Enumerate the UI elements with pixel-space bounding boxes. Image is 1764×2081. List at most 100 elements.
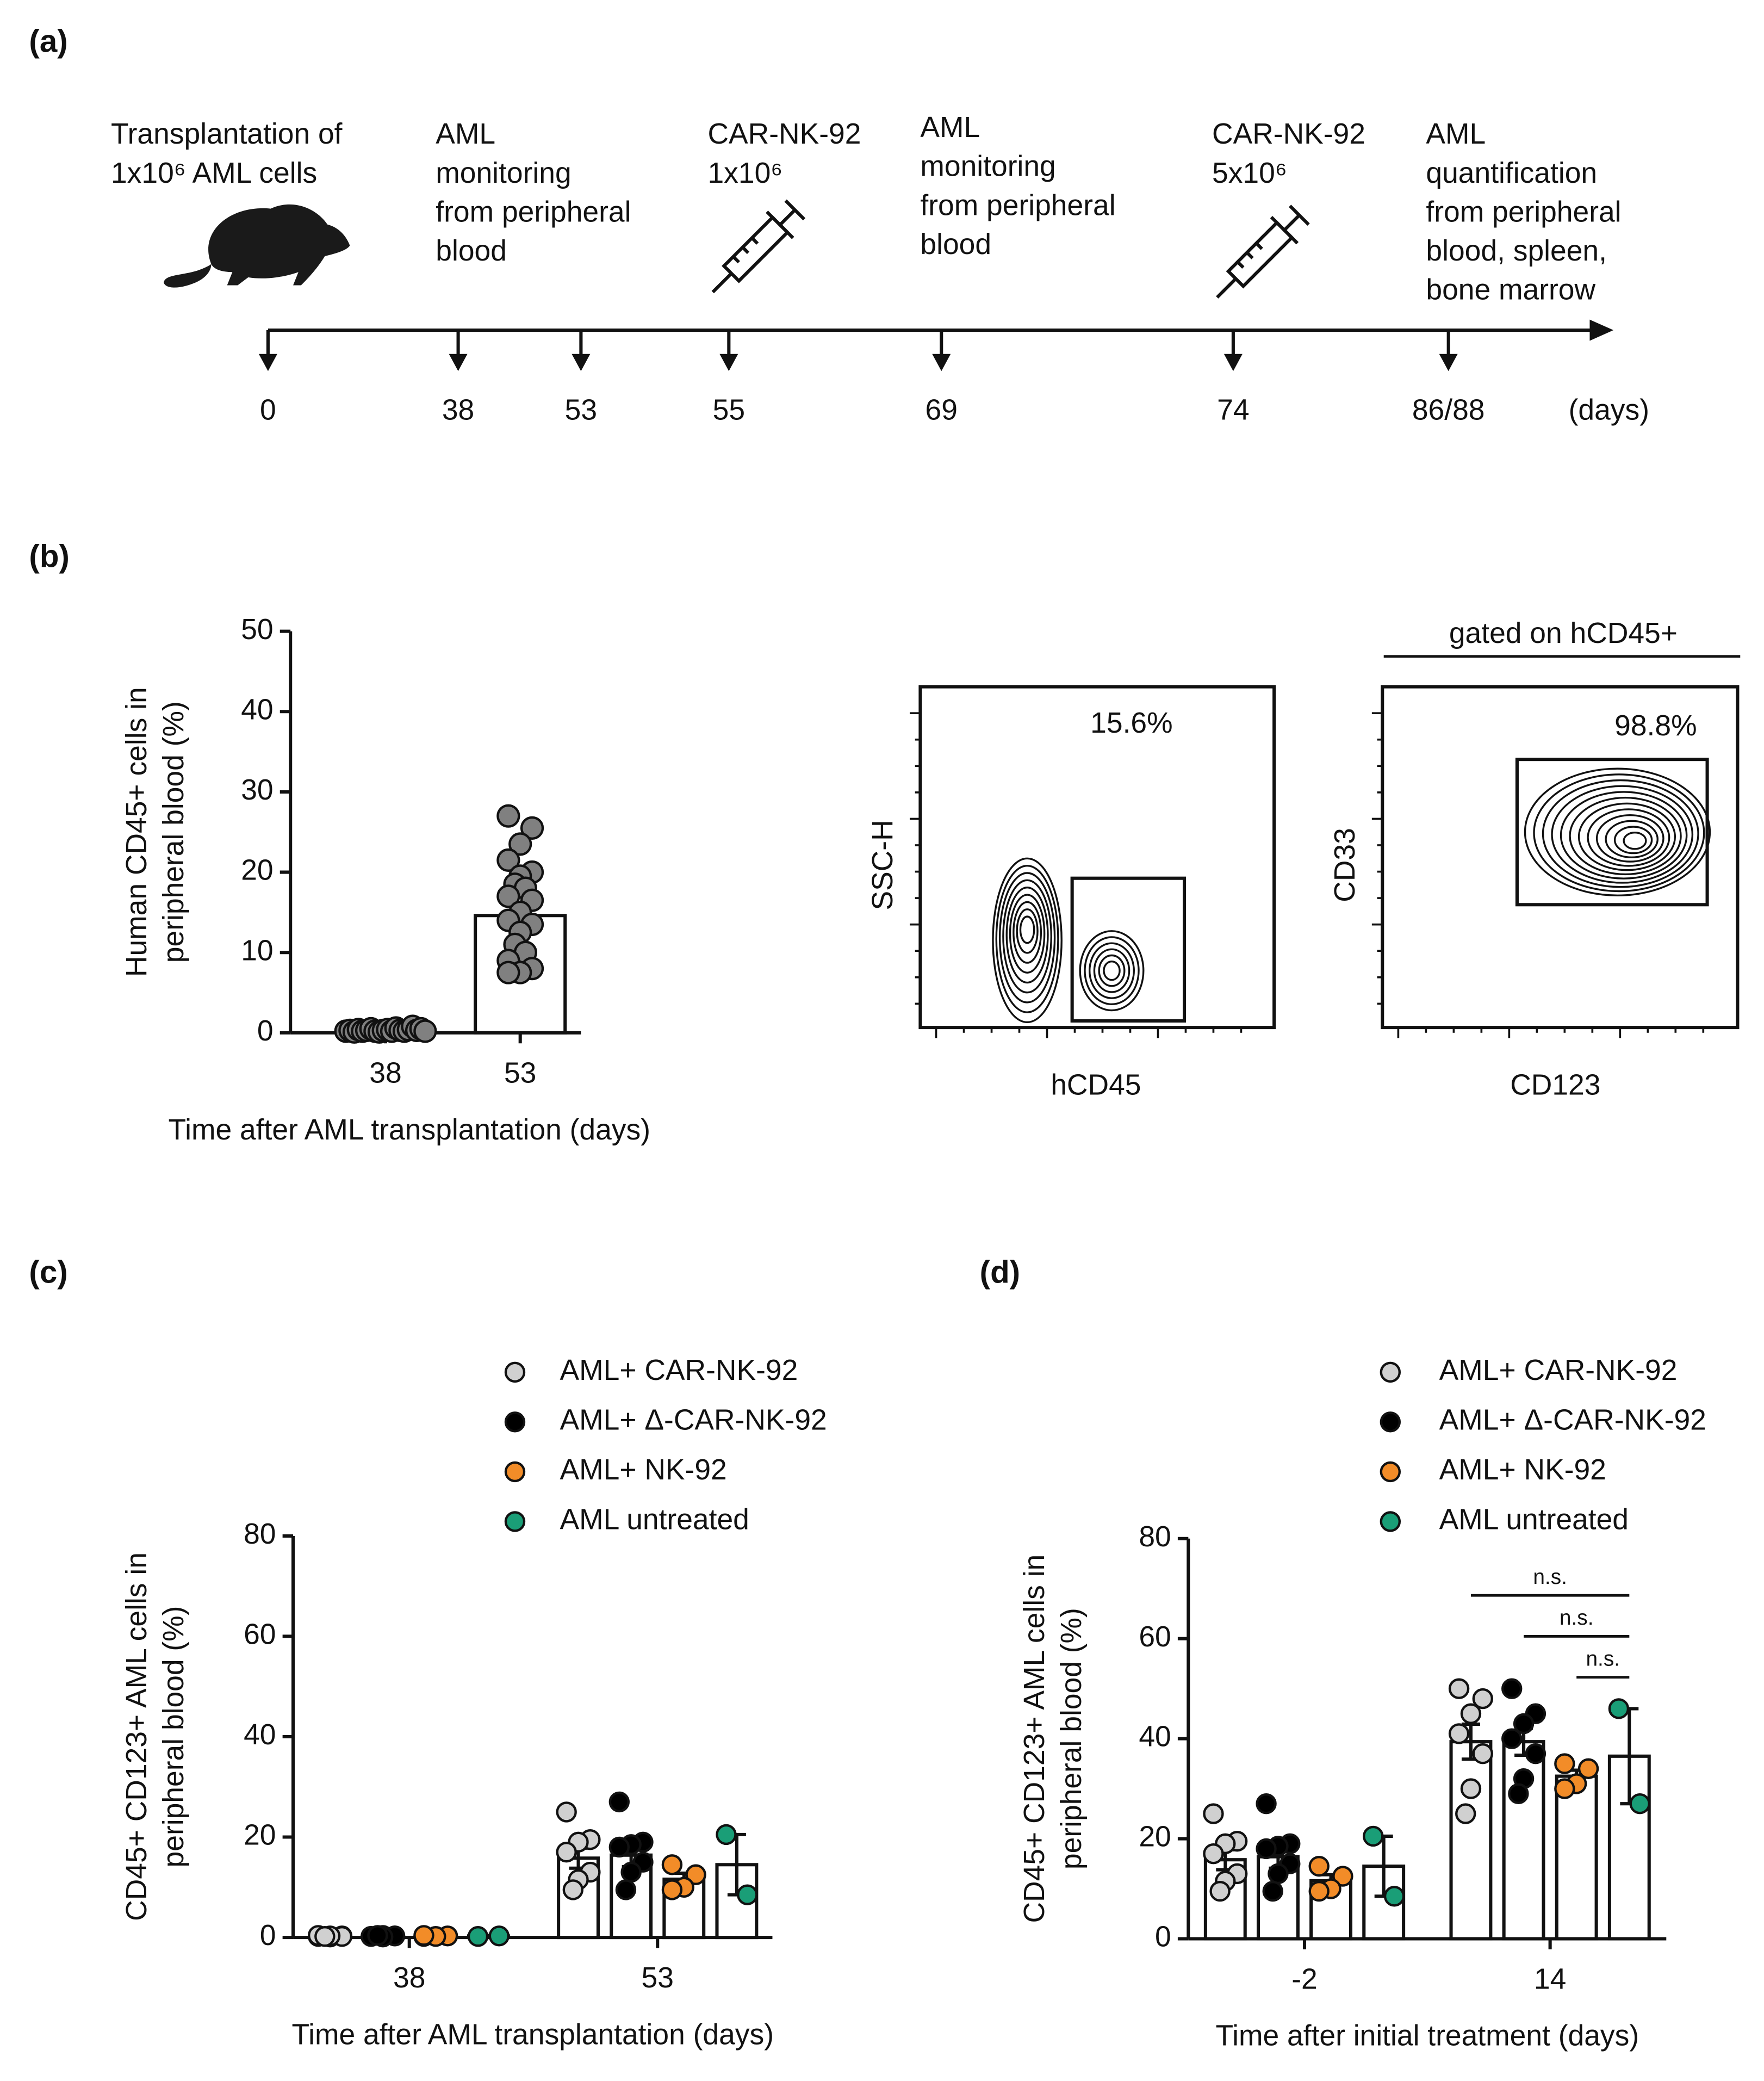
- legend-label: AML+ CAR-NK-92: [1439, 1354, 1678, 1386]
- event-caption: blood: [920, 228, 991, 261]
- contour: [1005, 887, 1049, 984]
- data-point: [413, 1925, 434, 1946]
- gate-percentage: 98.8%: [1614, 710, 1697, 742]
- y-axis-label: peripheral blood (%): [158, 701, 190, 963]
- y-tick-label: 20: [241, 854, 273, 887]
- data-point: [413, 1019, 437, 1043]
- panel-label: (d): [980, 1255, 1020, 1290]
- event-caption: from peripheral: [920, 189, 1115, 221]
- timeline-arrowhead: [1589, 319, 1614, 341]
- day-arrowhead: [258, 354, 277, 371]
- day-arrowhead: [719, 354, 738, 371]
- event-caption: blood, spleen,: [1426, 235, 1607, 267]
- contour: [1019, 915, 1035, 944]
- event-caption: from peripheral: [1426, 196, 1621, 228]
- data-point: [661, 1854, 683, 1875]
- legend-label: AML+ CAR-NK-92: [560, 1354, 798, 1386]
- data-point: [1256, 1793, 1277, 1814]
- data-point: [367, 1925, 388, 1946]
- data-point: [620, 1861, 642, 1883]
- y-tick-label: 40: [241, 693, 273, 726]
- y-tick-label: 80: [244, 1518, 276, 1550]
- y-tick-label: 30: [241, 774, 273, 806]
- y-tick-label: 60: [1139, 1621, 1171, 1653]
- event-caption: 5x10⁶: [1212, 157, 1287, 189]
- data-point: [1513, 1713, 1535, 1735]
- y-tick-label: 40: [244, 1719, 276, 1751]
- data-point: [1268, 1863, 1289, 1885]
- flow-plot-frame: [918, 685, 1276, 1030]
- legend-label: AML untreated: [560, 1504, 749, 1536]
- legend-marker: [1380, 1461, 1401, 1483]
- day-label: 38: [442, 394, 474, 426]
- event-caption: quantification: [1426, 157, 1597, 189]
- contour: [1569, 796, 1682, 876]
- contour: [1524, 767, 1711, 896]
- legend-marker: [504, 1411, 526, 1433]
- x-tick-label: 38: [369, 1057, 401, 1089]
- panel-label: (a): [29, 24, 67, 59]
- contour: [1613, 826, 1653, 854]
- contour: [1605, 820, 1659, 859]
- contour: [1013, 901, 1042, 964]
- gate-percentage: 15.6%: [1090, 707, 1172, 739]
- data-point: [520, 816, 544, 840]
- data-point: [488, 1925, 510, 1947]
- y-tick-label: 40: [1139, 1721, 1171, 1753]
- contour: [1089, 942, 1135, 999]
- event-caption: bone marrow: [1426, 274, 1595, 306]
- day-label: 55: [713, 394, 745, 426]
- data-point: [1256, 1838, 1277, 1860]
- event-caption: monitoring: [920, 151, 1055, 183]
- data-point: [661, 1879, 683, 1900]
- data-point: [1501, 1728, 1523, 1749]
- day-label: 86/88: [1412, 394, 1485, 426]
- contour: [992, 857, 1063, 1024]
- x-axis-label: CD123: [1510, 1069, 1600, 1101]
- data-point: [1308, 1880, 1330, 1902]
- y-axis-label: peripheral blood (%): [1055, 1608, 1088, 1869]
- day-label: 0: [260, 394, 276, 426]
- data-point: [508, 832, 532, 856]
- day-arrowhead: [1223, 354, 1243, 371]
- data-point: [1472, 1743, 1493, 1764]
- data-point: [1203, 1803, 1224, 1824]
- data-point: [556, 1801, 577, 1823]
- contour: [1623, 831, 1647, 850]
- contour: [1533, 773, 1705, 893]
- day-arrowhead: [572, 354, 591, 371]
- y-tick-label: 20: [244, 1819, 276, 1851]
- data-point: [1460, 1778, 1482, 1799]
- legend-label: AML+ NK-92: [560, 1454, 727, 1486]
- y-axis-label: SSC-H: [867, 820, 899, 910]
- data-point: [615, 1879, 637, 1900]
- event-caption: AML: [1426, 118, 1486, 150]
- data-point: [1629, 1793, 1650, 1814]
- y-axis-label: CD45+ CD123+ AML cells in: [121, 1552, 153, 1921]
- legend-label: AML untreated: [1439, 1504, 1629, 1536]
- x-tick-label: 38: [393, 1962, 425, 1994]
- bar: [1449, 1740, 1493, 1941]
- legend-marker: [504, 1461, 526, 1483]
- data-point: [608, 1791, 630, 1813]
- event-caption: blood: [436, 235, 507, 267]
- contour: [1103, 960, 1121, 981]
- data-point: [716, 1824, 737, 1845]
- significance-label: n.s.: [1560, 1606, 1594, 1630]
- gate: [1070, 876, 1187, 1023]
- y-tick-label: 60: [244, 1619, 276, 1651]
- contour: [1093, 948, 1131, 993]
- day-arrowhead: [449, 354, 468, 371]
- contour: [1551, 785, 1694, 884]
- panel-label: (c): [29, 1255, 67, 1290]
- significance-label: n.s.: [1533, 1565, 1567, 1589]
- y-tick-label: 0: [257, 1015, 274, 1047]
- legend-marker: [504, 1361, 526, 1383]
- data-point: [608, 1836, 630, 1858]
- event-caption: CAR-NK-92: [1212, 118, 1365, 150]
- gate-title: gated on hCD45+: [1449, 617, 1678, 649]
- day-arrowhead: [1439, 354, 1458, 371]
- data-point: [1448, 1723, 1470, 1744]
- data-point: [562, 1879, 584, 1900]
- y-tick-label: 0: [1155, 1921, 1171, 1953]
